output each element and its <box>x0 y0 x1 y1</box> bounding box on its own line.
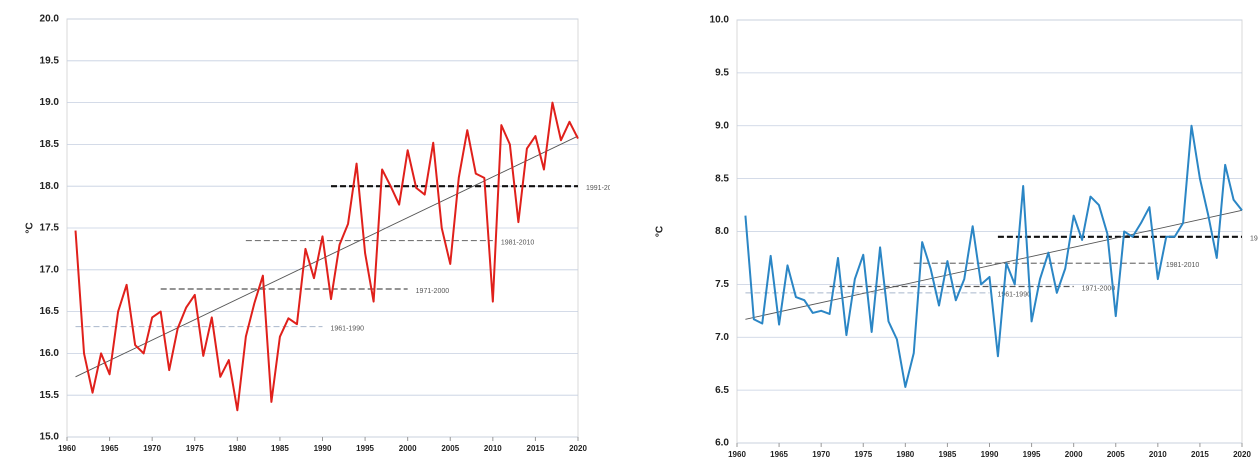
y-tick-label: 19.0 <box>40 97 60 108</box>
y-tick-label: 18.0 <box>40 181 60 192</box>
chart: 6.0 6.5 7.0 7.5 8.0 8.5 9.0 9.5 10.0 1960 1965 1970… <box>655 15 1258 459</box>
x-tick-label: 2020 <box>569 444 587 453</box>
x-tick-label: 1965 <box>101 444 119 453</box>
y-tick-label: 9.5 <box>715 68 729 79</box>
x-tick-label: 2000 <box>1065 450 1083 459</box>
x-tick-label: 2010 <box>484 444 502 453</box>
x-tick-label: 1985 <box>939 450 957 459</box>
y-tick-label: 16.5 <box>40 306 60 317</box>
x-tick-label: 1980 <box>896 450 914 459</box>
y-tick-label: 6.5 <box>715 385 729 396</box>
x-tick-label: 1990 <box>314 444 332 453</box>
y-tick-label: 8.5 <box>715 173 729 184</box>
y-tick-label: 10.0 <box>710 15 730 26</box>
x-tick-label: 1960 <box>728 450 746 459</box>
y-tick-label: 7.5 <box>715 279 729 290</box>
y-tick-label: 20.0 <box>40 14 60 25</box>
y-axis-label: °C <box>655 226 666 237</box>
x-tick-label: 1975 <box>186 444 204 453</box>
y-tick-label: 16.0 <box>40 348 60 359</box>
y-tick-label: 9.0 <box>715 120 729 131</box>
normal-label: 1991-2020 <box>586 185 610 192</box>
normal-label: 1961-1990 <box>331 325 365 332</box>
normal-label: 1971-2000 <box>1082 285 1116 292</box>
x-tick-label: 1975 <box>854 450 872 459</box>
normal-label: 1971-2000 <box>416 288 450 295</box>
y-tick-label: 18.5 <box>40 139 60 150</box>
y-tick-label: 6.0 <box>715 438 729 449</box>
y-tick-label: 17.0 <box>40 264 60 275</box>
x-tick-label: 2010 <box>1149 450 1167 459</box>
x-tick-label: 2020 <box>1233 450 1251 459</box>
trend-line <box>75 135 579 378</box>
y-tick-label: 17.5 <box>40 223 60 234</box>
x-tick-label: 2005 <box>1107 450 1125 459</box>
normal-label: 1961-1990 <box>998 292 1032 299</box>
normal-label: 1981-2010 <box>1166 262 1200 269</box>
data-line <box>744 124 1243 388</box>
x-tick-label: 2015 <box>1191 450 1209 459</box>
x-tick-label: 2015 <box>527 444 545 453</box>
y-axis-label: °C <box>25 222 36 233</box>
trend-line <box>745 209 1243 320</box>
y-tick-label: 15.0 <box>40 432 60 443</box>
y-tick-label: 7.0 <box>715 332 729 343</box>
x-tick-label: 1960 <box>58 444 76 453</box>
y-tick-label: 8.0 <box>715 226 729 237</box>
x-tick-label: 1965 <box>770 450 788 459</box>
x-tick-label: 1980 <box>228 444 246 453</box>
x-tick-label: 1995 <box>1023 450 1041 459</box>
x-tick-label: 2005 <box>441 444 459 453</box>
x-tick-label: 1990 <box>981 450 999 459</box>
normal-label: 1981-2010 <box>501 239 535 246</box>
chart: 15.0 15.5 16.0 16.5 17.0 17.5 18.0 18.5 19.0 19.5… <box>25 14 610 453</box>
y-tick-label: 19.5 <box>40 55 60 66</box>
x-tick-label: 1970 <box>143 444 161 453</box>
x-tick-label: 1995 <box>356 444 374 453</box>
x-tick-label: 2000 <box>399 444 417 453</box>
x-tick-label: 1985 <box>271 444 289 453</box>
y-tick-label: 15.5 <box>40 390 60 401</box>
data-line <box>74 101 579 412</box>
normal-label: 1991-2020 <box>1250 236 1258 243</box>
x-tick-label: 1970 <box>812 450 830 459</box>
